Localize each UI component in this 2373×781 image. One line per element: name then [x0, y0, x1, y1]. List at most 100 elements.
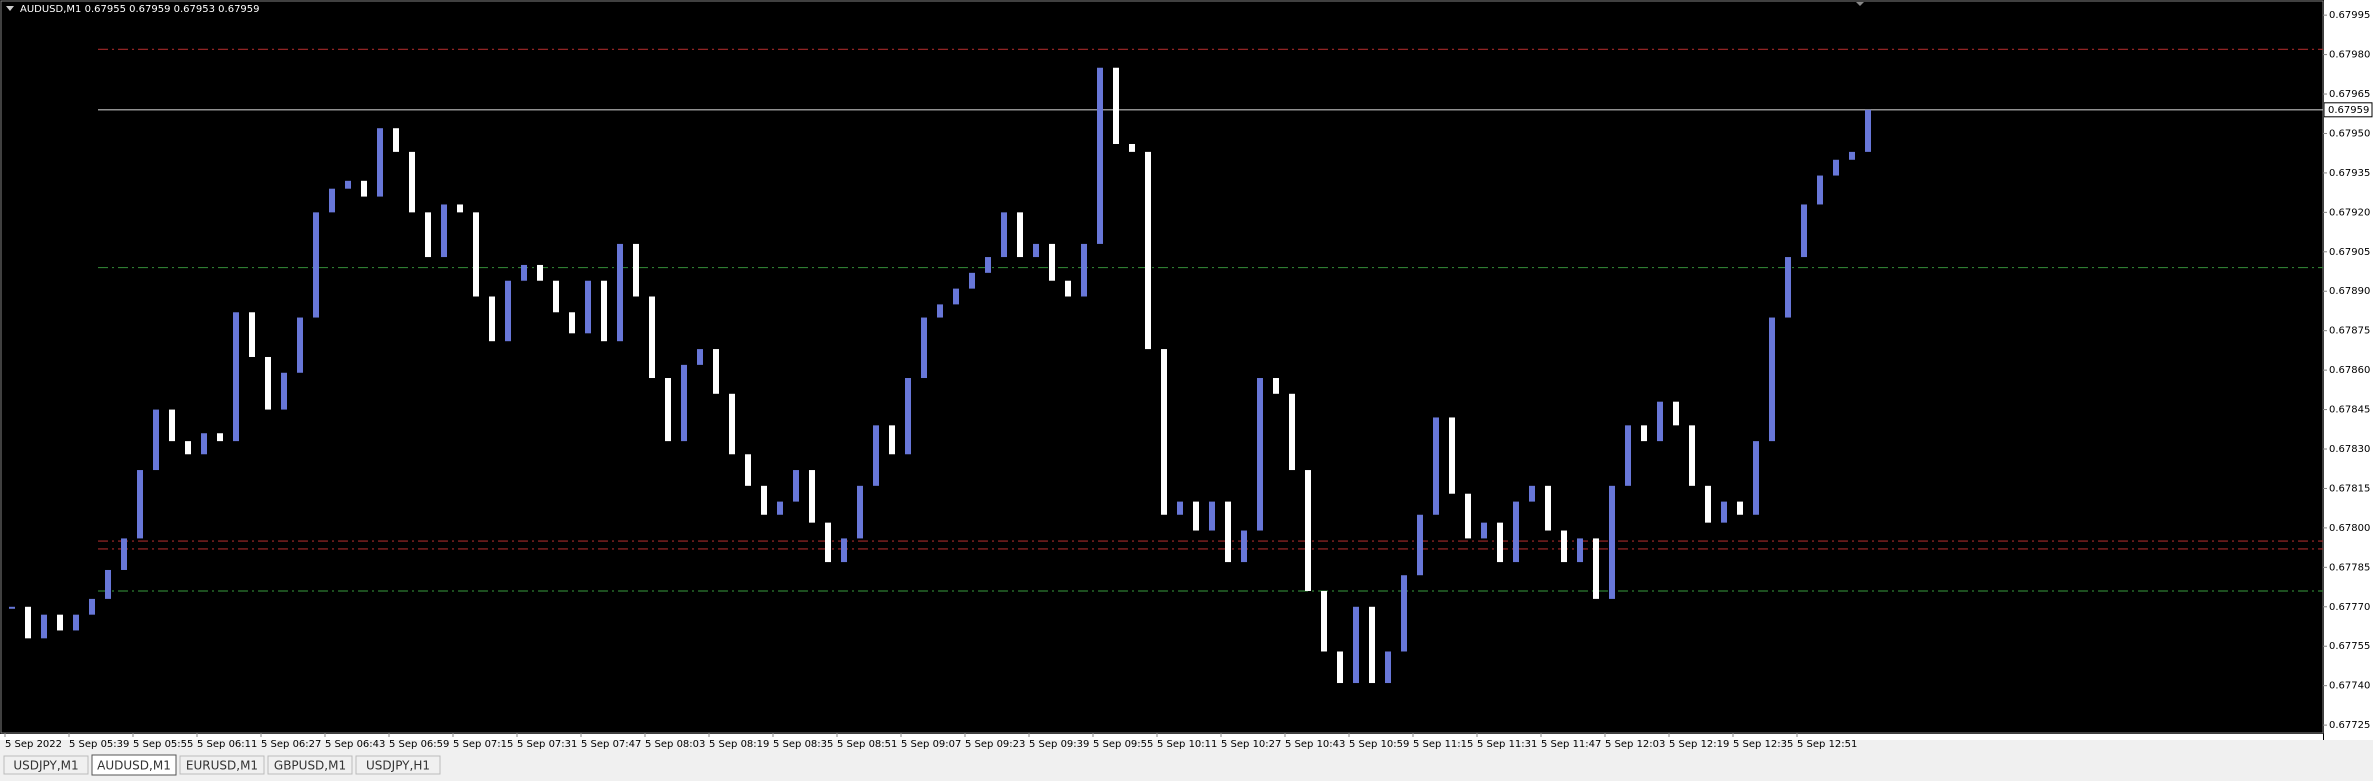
y-tick-label: 0.67875: [2329, 326, 2370, 337]
x-tick-label: 5 Sep 12:51: [1797, 739, 1857, 750]
x-tick-label: 5 Sep 08:35: [773, 739, 833, 750]
y-tick-label: 0.67755: [2329, 641, 2370, 652]
price-bar: [697, 349, 703, 365]
time-axis: [0, 734, 2323, 740]
y-tick-label: 0.67800: [2329, 523, 2370, 534]
price-bar: [313, 212, 319, 318]
price-bar: [1161, 349, 1167, 515]
x-tick-label: 5 Sep 10:43: [1285, 739, 1345, 750]
price-bar: [9, 606, 15, 609]
tab[interactable]: [179, 755, 265, 775]
tab[interactable]: [267, 755, 353, 775]
price-bar: [873, 425, 879, 486]
y-tick-label: 0.67830: [2329, 444, 2370, 455]
price-bar: [969, 272, 975, 289]
tab-label: GBPUSD,M1: [274, 759, 346, 773]
x-tick-label: 5 Sep 06:11: [197, 739, 257, 750]
y-tick-label: 0.67845: [2329, 405, 2370, 416]
y-tick-label: 0.67995: [2329, 10, 2370, 21]
price-axis: [2324, 0, 2373, 740]
price-bar: [1321, 591, 1327, 652]
x-tick-label: 5 Sep 05:55: [133, 739, 193, 750]
y-tick-label: 0.67965: [2329, 89, 2370, 100]
price-bar: [1577, 538, 1583, 563]
x-tick-label: 5 Sep 11:15: [1413, 739, 1473, 750]
price-bar: [361, 180, 367, 197]
price-bar: [89, 598, 95, 615]
price-bar: [73, 614, 79, 631]
price-bar: [473, 212, 479, 297]
price-bar: [777, 501, 783, 515]
price-bar: [649, 296, 655, 379]
y-tick-label: 0.67920: [2329, 207, 2370, 218]
price-bar: [505, 280, 511, 342]
x-tick-label: 5 Sep 12:19: [1669, 739, 1729, 750]
price-bar: [601, 280, 607, 342]
price-bar: [1817, 175, 1823, 205]
y-tick-label: 0.67815: [2329, 483, 2370, 494]
price-bar: [1369, 606, 1375, 684]
x-tick-label: 5 Sep 08:03: [645, 739, 705, 750]
x-tick-label: 5 Sep 10:59: [1349, 739, 1409, 750]
x-tick-label: 5 Sep 08:51: [837, 739, 897, 750]
price-bar: [745, 454, 751, 486]
price-bar: [1833, 159, 1839, 176]
x-tick-label: 5 Sep 09:55: [1093, 739, 1153, 750]
price-bar: [537, 264, 543, 281]
price-bar: [825, 522, 831, 563]
plot-frame: [0, 0, 2324, 734]
header-arrow: [6, 6, 14, 11]
x-tick-label: 5 Sep 10:11: [1157, 739, 1217, 750]
price-bar: [121, 538, 127, 570]
x-tick-label: 5 Sep 07:47: [581, 739, 641, 750]
price-bar: [633, 243, 639, 297]
price-bar: [425, 212, 431, 258]
price-bar: [1721, 501, 1727, 523]
price-bar: [681, 364, 687, 442]
price-bar: [1273, 378, 1279, 394]
price-bar: [1609, 485, 1615, 599]
price-bar: [1529, 485, 1535, 502]
price-bar: [1849, 151, 1855, 160]
price-bar: [1769, 317, 1775, 442]
x-tick-label: 5 Sep 12:35: [1733, 739, 1793, 750]
price-bar: [217, 433, 223, 442]
price-label: 0.67959: [2328, 105, 2369, 116]
price-bar: [201, 433, 207, 455]
price-bar: [793, 470, 799, 502]
price-bar: [1193, 501, 1199, 531]
tab-label: EURUSD,M1: [186, 759, 258, 773]
price-bar: [1689, 425, 1695, 486]
price-bar: [521, 264, 527, 281]
price-bar: [937, 304, 943, 318]
price-bar: [105, 569, 111, 599]
tab[interactable]: [3, 755, 89, 775]
tab-label: USDJPY,M1: [13, 759, 78, 773]
price-bar: [185, 441, 191, 455]
tab[interactable]: [91, 754, 177, 776]
price-bar: [25, 606, 31, 639]
price-bar: [1097, 67, 1103, 244]
price-bar: [249, 312, 255, 357]
x-tick-label: 5 Sep 12:03: [1605, 739, 1665, 750]
price-bar: [1545, 485, 1551, 531]
price-bar: [1081, 243, 1087, 297]
x-tick-label: 5 Sep 07:15: [453, 739, 513, 750]
price-bar: [905, 378, 911, 455]
price-bar: [41, 614, 47, 639]
y-tick-label: 0.67770: [2329, 602, 2370, 613]
price-bar: [1177, 501, 1183, 515]
price-bar: [169, 409, 175, 442]
y-tick-label: 0.67950: [2329, 128, 2370, 139]
y-tick-label: 0.67905: [2329, 247, 2370, 258]
price-bar: [1033, 243, 1039, 258]
tab[interactable]: [355, 755, 441, 775]
price-bar: [1481, 522, 1487, 539]
y-tick-label: 0.67890: [2329, 286, 2370, 297]
price-bar: [1465, 493, 1471, 539]
price-bar: [265, 356, 271, 410]
price-bar: [1673, 401, 1679, 426]
price-bar: [393, 128, 399, 152]
price-bar: [1497, 522, 1503, 563]
y-tick-label: 0.67935: [2329, 168, 2370, 179]
